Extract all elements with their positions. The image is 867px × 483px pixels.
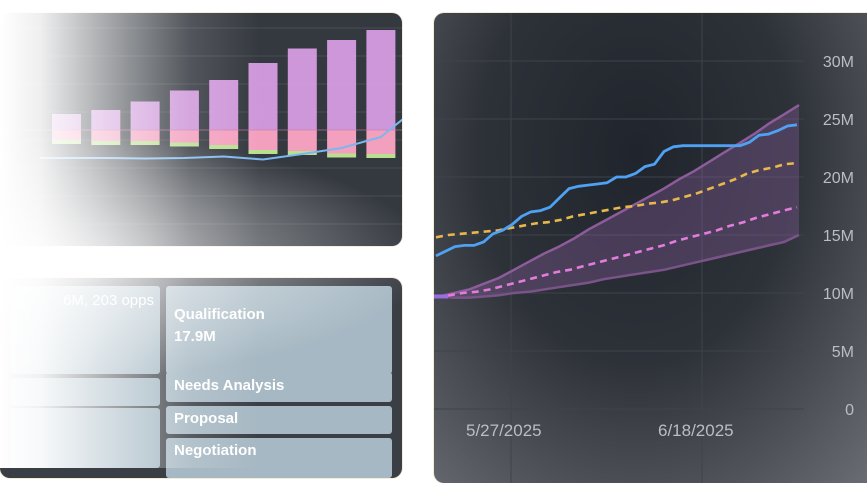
bar-segment-middle	[248, 130, 278, 150]
stage-tile-qualification[interactable]: Qualification 17.9M	[166, 286, 392, 374]
y-tick-label: 25M	[823, 112, 854, 129]
stage-name: Needs Analysis	[174, 377, 285, 394]
bar-segment-middle	[130, 130, 160, 141]
bar-chart-card	[0, 13, 402, 246]
stage-name: Negotiation	[174, 442, 257, 459]
x-tick-label: 5/27/2025	[466, 421, 542, 440]
bar-segment-top	[169, 90, 199, 130]
y-tick-label: 30M	[823, 54, 854, 71]
y-tick-label: 5M	[832, 344, 854, 361]
bar-segment-middle	[209, 130, 239, 145]
bar-segment-middle	[287, 130, 317, 151]
bar-segment-bottom	[52, 140, 81, 144]
stage-tile-proposal[interactable]: Proposal	[166, 406, 392, 434]
bar-segment-top	[91, 110, 121, 130]
bar-segment-top	[327, 40, 357, 130]
pipeline-treemap-card: 6M, 203 opps Qualification 17.9M Needs A…	[0, 278, 402, 478]
stage-name: Proposal	[174, 410, 239, 427]
pipeline-summary-tile[interactable]: 6M, 203 opps	[10, 286, 160, 374]
bar-segment-bottom	[209, 145, 239, 149]
stage-value: 17.9M	[174, 328, 216, 345]
stage-tile-left-a[interactable]	[10, 378, 160, 406]
bar-segment-middle	[366, 130, 396, 154]
bar-segment-top	[248, 63, 278, 130]
stacked-bar-chart	[0, 27, 402, 225]
forecast-line-chart-card: 0 5M 10M 15M 20M 25M 30M 5/27/2025 6/18/2025	[434, 13, 867, 483]
bar-segment-middle	[169, 130, 199, 143]
pipeline-summary: 6M, 203 opps	[63, 292, 154, 309]
bar-segment-bottom	[327, 153, 357, 158]
bar-segment-top	[287, 48, 317, 130]
bar-segment-bottom	[130, 141, 160, 145]
bar-segment-top	[52, 114, 81, 130]
x-tick-label: 6/18/2025	[658, 421, 734, 440]
y-tick-label: 20M	[823, 170, 854, 187]
bar-segment-bottom	[169, 142, 199, 147]
bar-segment-top	[209, 80, 239, 130]
stage-tile-left-b[interactable]	[10, 408, 160, 468]
y-tick-label: 10M	[823, 286, 854, 303]
bar-segment-bottom	[91, 141, 121, 145]
stage-tile-needs-analysis[interactable]: Needs Analysis	[166, 372, 392, 402]
bar-segment-bottom	[366, 154, 396, 158]
forecast-line-chart: 0 5M 10M 15M 20M 25M 30M 5/27/2025 6/18/2025	[434, 13, 854, 483]
y-tick-label: 0	[845, 402, 854, 419]
stage-tile-negotiation[interactable]: Negotiation	[166, 438, 392, 478]
bar-segment-bottom	[248, 150, 278, 154]
stage-name: Qualification	[174, 306, 265, 323]
bar-segment-middle	[91, 130, 121, 141]
bar-segment-top	[130, 101, 160, 130]
bar-segment-top	[366, 30, 396, 130]
y-tick-label: 15M	[823, 228, 854, 245]
bar-segment-middle	[52, 130, 81, 140]
confidence-band	[439, 105, 799, 298]
